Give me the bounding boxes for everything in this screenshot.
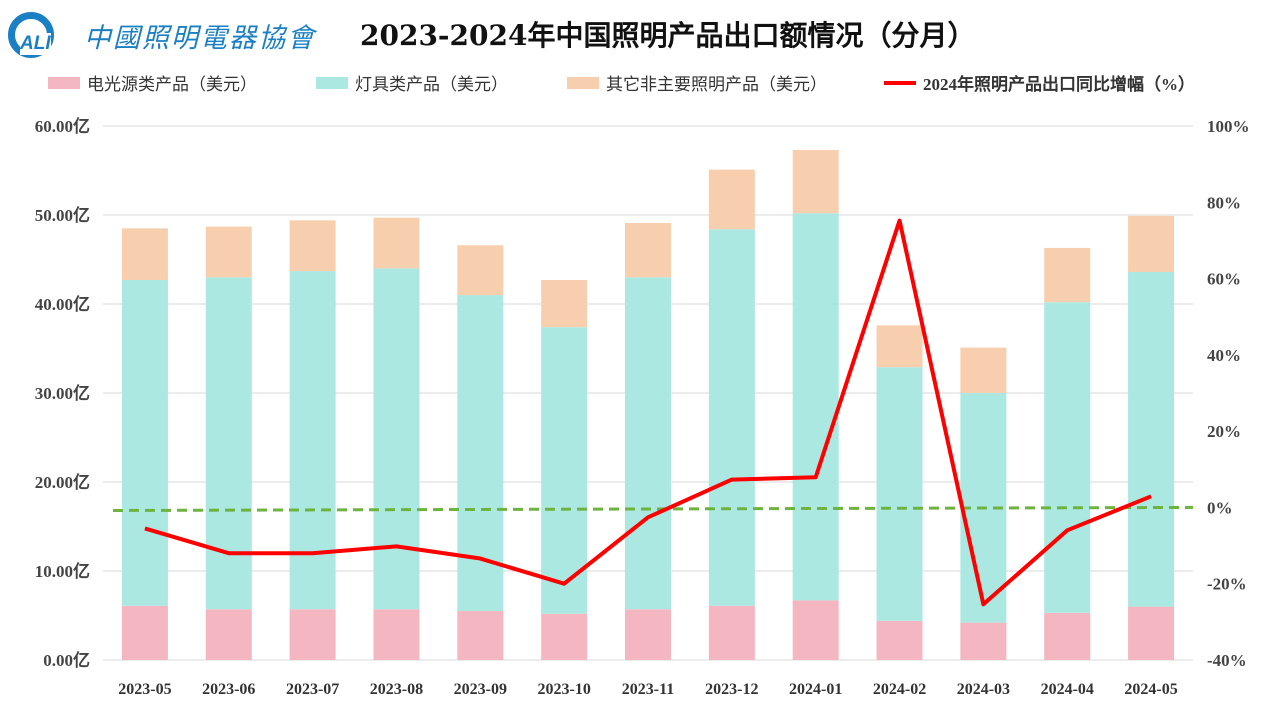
bar-segment bbox=[792, 600, 839, 660]
legend-label: 灯具类产品（美元） bbox=[355, 75, 508, 94]
bar-segment bbox=[373, 268, 420, 610]
bar-segment bbox=[708, 169, 755, 230]
bar-segment bbox=[1128, 606, 1175, 660]
logo-name: 中國照明電器協會 bbox=[84, 22, 316, 54]
x-tick-label: 2024-03 bbox=[957, 681, 1010, 698]
y-right-tick-label: 100% bbox=[1207, 117, 1250, 136]
bar-segment bbox=[960, 622, 1007, 660]
bar-segment bbox=[1044, 612, 1091, 660]
bar-segment bbox=[625, 609, 671, 660]
bar-segment bbox=[708, 605, 755, 660]
legend-label: 其它非主要照明产品（美元） bbox=[606, 75, 827, 94]
y-left-tick-label: 0.00亿 bbox=[43, 650, 90, 670]
trendline bbox=[112, 505, 1194, 512]
x-tick-label: 2023-08 bbox=[370, 681, 423, 698]
bar-segment bbox=[876, 620, 923, 660]
bar-segment bbox=[289, 271, 336, 610]
bar-segment bbox=[625, 277, 671, 610]
bar-segment bbox=[373, 609, 420, 660]
y-right-tick-label: -20% bbox=[1207, 575, 1247, 594]
y-left-tick-label: 60.00亿 bbox=[35, 116, 90, 136]
bar-segment bbox=[1128, 215, 1175, 272]
y-left-tick-label: 10.00亿 bbox=[35, 561, 90, 581]
y-left-tick-label: 20.00亿 bbox=[35, 472, 90, 492]
bar-segment bbox=[792, 213, 839, 601]
y-left-tick-label: 40.00亿 bbox=[35, 294, 90, 314]
legend-swatch bbox=[567, 77, 599, 89]
y-left-tick-label: 30.00亿 bbox=[35, 383, 90, 403]
bar-segment bbox=[792, 150, 839, 214]
bar-segment bbox=[205, 277, 252, 610]
x-tick-label: 2024-05 bbox=[1124, 681, 1177, 698]
bar-segment bbox=[373, 217, 420, 269]
bar-segment bbox=[289, 220, 336, 272]
x-tick-label: 2023-11 bbox=[622, 681, 674, 698]
x-tick-label: 2023-10 bbox=[537, 681, 590, 698]
logo: ALI 中國照明電器協會 bbox=[8, 12, 316, 58]
bar-segment bbox=[876, 367, 923, 621]
x-tick-label: 2023-12 bbox=[705, 681, 758, 698]
bar-segment bbox=[457, 245, 504, 296]
bar-segment bbox=[960, 347, 1007, 393]
bar-segment bbox=[457, 611, 504, 660]
bar-segment bbox=[121, 279, 168, 606]
legend-label: 电光源类产品（美元） bbox=[87, 75, 257, 94]
y-right-tick-label: 40% bbox=[1207, 346, 1241, 365]
x-tick-label: 2024-02 bbox=[873, 681, 926, 698]
bar-segment bbox=[121, 228, 168, 280]
bar-segment bbox=[205, 226, 252, 278]
bar-segment bbox=[541, 327, 588, 614]
legend-swatch bbox=[316, 77, 348, 89]
bar-segment bbox=[121, 605, 168, 660]
bar-segment bbox=[708, 229, 755, 606]
x-tick-label: 2023-05 bbox=[118, 681, 171, 698]
bar-segment bbox=[541, 613, 588, 660]
legend-label: 2024年照明产品出口同比增幅（%） bbox=[923, 74, 1195, 94]
y-right-tick-label: 60% bbox=[1207, 270, 1241, 289]
bar-segment bbox=[1044, 302, 1091, 613]
chart-title: 2023-2024年中国照明产品出口额情况（分月） bbox=[360, 19, 976, 52]
bar-segment bbox=[541, 279, 588, 328]
x-tick-label: 2024-04 bbox=[1041, 681, 1094, 698]
bar-segment bbox=[625, 223, 671, 278]
y-right-tick-label: 0% bbox=[1207, 498, 1233, 517]
y-right-tick-label: -40% bbox=[1207, 651, 1247, 670]
x-tick-label: 2024-01 bbox=[789, 681, 842, 698]
bar-segment bbox=[289, 609, 336, 660]
y-right-tick-label: 80% bbox=[1207, 193, 1241, 212]
y-left-tick-label: 50.00亿 bbox=[35, 205, 90, 225]
x-tick-label: 2023-09 bbox=[454, 681, 507, 698]
x-tick-label: 2023-06 bbox=[202, 681, 255, 698]
bar-segment bbox=[1128, 271, 1175, 607]
x-tick-label: 2023-07 bbox=[286, 681, 339, 698]
bar-segment bbox=[1044, 247, 1091, 303]
legend-swatch bbox=[48, 77, 80, 89]
bar-segment bbox=[205, 609, 252, 660]
y-right-tick-label: 20% bbox=[1207, 422, 1241, 441]
logo-mark-text: ALI bbox=[20, 33, 51, 55]
bar-segment bbox=[876, 325, 923, 368]
